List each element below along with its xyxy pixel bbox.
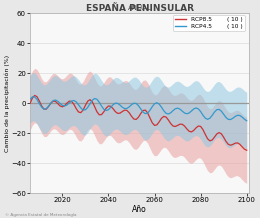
Y-axis label: Cambio de la precipitación (%): Cambio de la precipitación (%) — [4, 55, 10, 152]
Title: ESPAÑA PENINSULAR: ESPAÑA PENINSULAR — [86, 4, 193, 13]
X-axis label: Año: Año — [132, 205, 147, 214]
Text: ANUAL: ANUAL — [128, 5, 151, 11]
Legend: RCP8.5        ( 10 ), RCP4.5        ( 10 ): RCP8.5 ( 10 ), RCP4.5 ( 10 ) — [173, 15, 245, 31]
Text: © Agencia Estatal de Meteorología: © Agencia Estatal de Meteorología — [5, 213, 77, 217]
